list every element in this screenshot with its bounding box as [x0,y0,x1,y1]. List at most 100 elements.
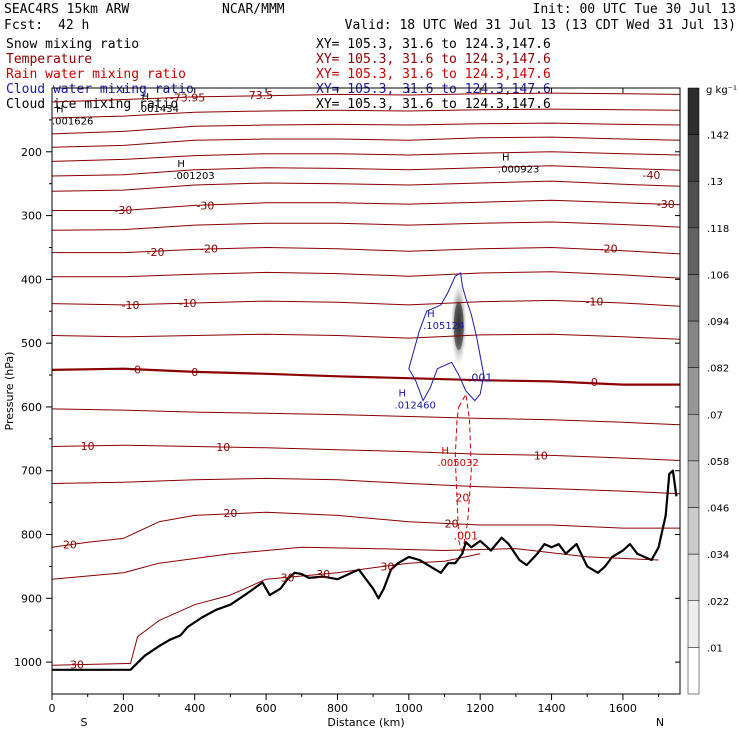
rain-water-label: .001 [454,530,479,543]
colorbar-segment [687,460,700,508]
colorbar-label: .118 [707,224,729,235]
isotherm [52,199,680,211]
temperature-label: 20 [223,507,237,520]
field-coordinates: XY= 105.3, 31.6 to 124.3,147.6 [316,37,551,52]
temperature-label: 10 [81,440,95,453]
isotherm [52,408,680,426]
header: SEAC4RS 15km ARW NCAR/MMM Init: 00 UTC T… [4,2,736,33]
x-axis-north-label: N [656,716,664,729]
y-tick-label: 800 [21,529,42,542]
field-name: Rain water mixing ratio [6,67,186,82]
temperature-label: 30 [281,571,295,584]
colorbar-segment [687,320,700,368]
x-tick-label: 800 [327,702,348,715]
max-value: .001203 [173,171,214,182]
x-tick-label: 0 [49,702,56,715]
isotherm [52,333,680,340]
cloud-water-line [408,272,485,402]
colorbar: g kg⁻¹ .142 .13 .118 .106 .094 .082 .07 .058 .04… [687,85,737,695]
max-marker: H [399,389,407,400]
temperature-label: -20 [600,243,618,256]
colorbar-segment [687,647,700,695]
max-value: .001626 [52,117,93,128]
x-tick-label: 400 [184,702,205,715]
x-tick-label: 1000 [395,702,423,715]
max-marker: H [142,92,150,103]
isotherm [52,180,680,192]
x-tick-label: 600 [256,702,277,715]
temperature-label: 30 [316,568,330,581]
y-tick-label: 300 [21,210,42,223]
isotherm [52,247,680,255]
temperature-label: 20 [445,518,459,531]
max-marker: H [502,153,510,164]
temperature-label: -10 [179,297,197,310]
y-tick-label: 500 [21,337,42,350]
x-tick-label: 200 [113,702,134,715]
isotherm [52,92,680,103]
temperature-label: -30 [657,198,675,211]
isotherm [52,546,659,580]
colorbar-segment [687,553,700,602]
colorbar-label: .106 [707,270,729,281]
isotherm [52,165,680,177]
temperature-label: 0 [591,376,598,389]
colorbar-segment [687,367,700,415]
colorbar-label: .07 [707,410,723,421]
maxima-labels: H.001434H.001626H.001203H.000923H.105124… [52,92,539,469]
isotherm [52,271,680,279]
isotherm [52,299,680,307]
y-tick-label: 900 [21,592,42,605]
field-name: Temperature [6,52,92,67]
field-name: Cloud ice mixing ratio [6,97,178,112]
rain-water-contour: .001 20 [454,392,479,554]
isotherm [52,553,481,666]
valid-time: Valid: 18 UTC Wed 31 Jul 13 (13 CDT Wed … [345,18,736,33]
colorbar-label: .058 [707,457,729,468]
x-tick-label: 1200 [466,702,494,715]
temperature-label: -10 [122,299,140,312]
temperature-labels: -73.95 -73.5 -40 -30 -30 -30 -20 -20 -20 -10 -10 -1… [63,89,675,672]
colorbar-segment [687,227,700,275]
colorbar-segment [687,180,700,229]
isotherm [52,477,680,495]
field-name: Snow mixing ratio [6,37,139,52]
temperature-label: -10 [585,296,603,309]
colorbar-label: .034 [707,550,729,561]
temperature-label: -30 [196,199,214,212]
colorbar-label: .142 [707,131,729,142]
colorbar-label: .082 [707,364,729,375]
plot-area: .001 .00120 -73.95 -73.5-40-30 -30 -30-20 -2… [3,87,681,729]
terrain-profile [52,469,678,671]
colorbar-unit: g kg⁻¹ [706,85,737,96]
field-list: Snow mixing ratio XY= 105.3, 31.6 to 124.… [6,37,551,112]
temperature-label: 20 [63,539,77,552]
isotherm [52,108,680,119]
model-title: SEAC4RS 15km ARW [4,2,129,17]
max-value: .000923 [498,165,539,176]
max-marker: H [177,159,185,170]
isotherm [52,367,680,386]
colorbar-label: .046 [707,504,729,515]
colorbar-label: .01 [707,643,723,654]
temperature-label: -20 [146,246,164,259]
field-coordinates: XY= 105.3, 31.6 to 124.3,147.6 [316,67,551,82]
temperature-label: 0 [134,363,141,376]
temperature-label: 0 [191,366,198,379]
x-tick-label: 1600 [609,702,637,715]
rain-water-line [454,392,472,554]
colorbar-label: .022 [707,597,729,608]
x-axis: 0 200 400 600 800 1000 1200 1400 1600 [49,88,660,715]
temperature-label: -73.5 [245,89,273,102]
x-tick-label: 1400 [538,702,566,715]
temperature-label: -73.95 [170,92,205,105]
max-value: .001434 [138,104,179,115]
isotherm [52,136,680,148]
y-tick-label: 600 [21,401,42,414]
colorbar-label: .094 [707,317,729,328]
isotherm [52,151,680,162]
colorbar-segment [687,134,700,182]
init-time: Init: 00 UTC Tue 30 Jul 13 [533,2,737,17]
